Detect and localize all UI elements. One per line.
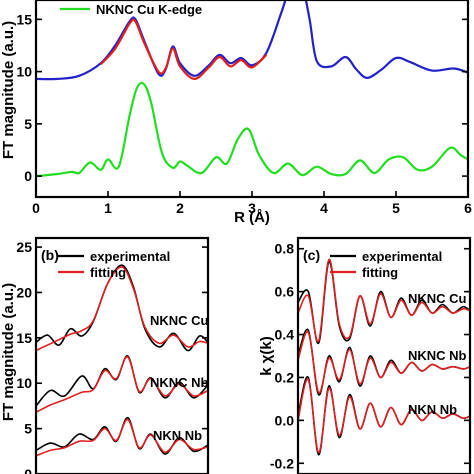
series-annotation: NKNC Cu: [150, 313, 209, 328]
y-axis-label: k χ(k): [258, 336, 275, 375]
series-line-fitting-6: [298, 378, 470, 454]
y-tick-label: 0.2: [275, 369, 295, 385]
panel-label: (c): [303, 247, 320, 263]
series-line-unnamed-1: [36, 0, 468, 81]
plot-frame: [34, 236, 210, 474]
series-line-fitting-4: [298, 331, 470, 394]
series-group: [298, 258, 470, 456]
y-tick-label: 15: [16, 11, 32, 27]
series-group: [36, 0, 468, 178]
plot-frame: [34, 0, 470, 199]
series-annotation: NKNC Nb: [408, 348, 467, 363]
series-line-nknc-cu-k-edge-3: [36, 81, 468, 178]
x-tick-label: 0: [32, 200, 40, 216]
series-line-fitting-6: [36, 418, 208, 457]
y-tick-label: 0.6: [275, 284, 295, 300]
panel-label: (b): [41, 247, 59, 263]
series-line-fitting-2: [298, 258, 470, 342]
y-tick-label: 0: [24, 466, 32, 474]
x-tick-label: 4: [320, 200, 328, 216]
series-line-fitting-4: [36, 356, 208, 414]
y-tick-label: 5: [24, 116, 32, 132]
y-tick-label: -0.2: [270, 455, 294, 471]
series-line-experimental-1: [36, 264, 208, 352]
x-tick-label: 3: [248, 200, 256, 216]
chart-panel-3: -0.2 0.0 0.2 0.4 0.6 0.8 k χ(k) (c) experimental…: [258, 236, 472, 474]
series-annotation: NKNC Nb: [150, 375, 209, 390]
series-group: [36, 264, 208, 457]
y-tick-label: 25: [16, 239, 32, 255]
series-line-fitting-2: [36, 266, 208, 352]
y-tick-label: 0.4: [275, 327, 295, 343]
y-axis-label: FT magnitude (a.u.): [0, 21, 17, 159]
y-tick-label: 10: [16, 64, 32, 80]
series-annotation: NKN Nb: [153, 428, 202, 443]
series-annotation: NKN Nb: [408, 402, 457, 417]
legend-label: fitting: [90, 265, 126, 280]
chart-panel-1: 0 1 2 3 4 5 6 0 5 10 15 R (Å) FT magnitude (a.u.) NKN…: [0, 0, 472, 226]
y-tick-label: 5: [24, 421, 32, 437]
y-tick-label: 10: [16, 375, 32, 391]
y-tick-label: 0.0: [275, 412, 295, 428]
legend-label: fitting: [362, 265, 398, 280]
legend-label: experimental: [90, 249, 170, 264]
x-tick-label: 2: [176, 200, 184, 216]
y-tick-label: 0.8: [275, 241, 295, 257]
legend-label: NKNC Cu K-edge: [96, 2, 202, 17]
legend-label: experimental: [362, 249, 442, 264]
y-tick-label: 20: [16, 284, 32, 300]
y-axis-label: FT magnitude (a.u.): [0, 283, 17, 421]
y-tick-label: 15: [16, 330, 32, 346]
x-tick-label: 1: [104, 200, 112, 216]
chart-panel-2: 0 5 10 15 20 25 FT magnitude (a.u.) (b) experime…: [0, 236, 210, 474]
plot-frame: [296, 236, 472, 474]
x-axis-label: R (Å): [234, 209, 270, 226]
x-tick-label: 5: [392, 200, 400, 216]
x-tick-label: 6: [464, 200, 472, 216]
series-line-unnamed-2: [99, 18, 268, 80]
y-tick-label: 0: [24, 168, 32, 184]
series-annotation: NKNC Cu: [408, 291, 467, 306]
